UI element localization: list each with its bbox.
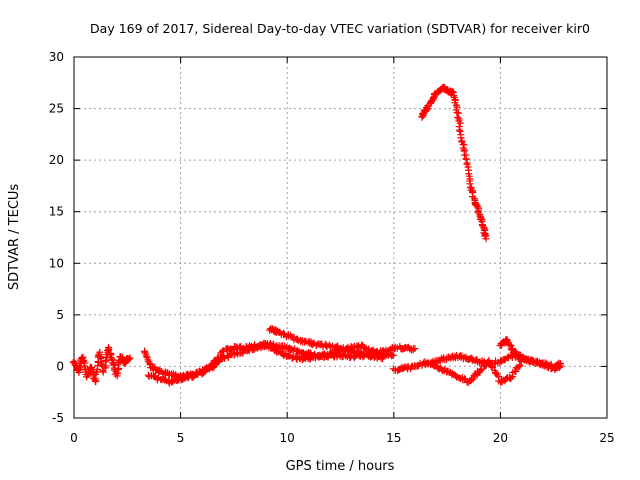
data-point (482, 235, 490, 243)
data-points (69, 83, 565, 387)
x-tick-label: 10 (280, 431, 295, 445)
data-point (457, 134, 465, 142)
data-point (294, 347, 302, 355)
data-point (80, 357, 88, 365)
data-point (485, 356, 493, 364)
axis-ticks: 0 5 10 15 20 25 -5 0 5 10 15 20 25 30 (49, 50, 615, 445)
plot-frame (73, 56, 608, 419)
data-point (142, 352, 150, 360)
data-point (115, 364, 123, 372)
data-point (210, 357, 218, 365)
data-point (279, 329, 287, 337)
data-point (456, 119, 464, 127)
data-point (462, 155, 470, 163)
x-tick-label: 0 (70, 431, 78, 445)
x-tick-label: 20 (493, 431, 508, 445)
data-point (461, 375, 469, 383)
data-point (506, 373, 514, 381)
data-point (479, 223, 487, 231)
y-tick-label: 25 (49, 102, 64, 116)
y-tick-label: 30 (49, 50, 64, 64)
grid (74, 57, 607, 418)
data-point (224, 353, 232, 361)
data-point (102, 356, 110, 364)
x-tick-label: 25 (599, 431, 614, 445)
chart-title: Day 169 of 2017, Sidereal Day-to-day VTE… (90, 21, 590, 36)
data-point (333, 343, 341, 351)
data-point (92, 377, 100, 385)
data-point (80, 362, 88, 370)
data-point (411, 345, 419, 353)
data-point (125, 355, 133, 363)
data-point (361, 344, 369, 352)
y-tick-label: 20 (49, 153, 64, 167)
data-point (104, 346, 112, 354)
data-point (126, 354, 134, 362)
data-point (487, 359, 495, 367)
data-point (507, 374, 515, 382)
data-point (378, 353, 386, 361)
data-point (456, 127, 464, 135)
data-point (146, 360, 154, 368)
data-point (473, 203, 481, 211)
data-point (448, 87, 456, 95)
data-point (557, 362, 565, 370)
data-point (389, 351, 397, 359)
y-tick-label: -5 (52, 411, 64, 425)
data-point (99, 368, 107, 376)
data-point (327, 350, 335, 358)
data-point (477, 366, 485, 374)
y-tick-label: 0 (56, 359, 64, 373)
data-point (493, 371, 501, 379)
data-point (555, 363, 563, 371)
data-point (516, 361, 524, 369)
y-tick-label: 10 (49, 256, 64, 270)
x-axis-label: GPS time / hours (286, 459, 395, 474)
data-point (487, 363, 495, 371)
y-tick-label: 5 (56, 308, 64, 322)
y-tick-label: 15 (49, 205, 64, 219)
x-tick-label: 15 (386, 431, 401, 445)
x-tick-label: 5 (177, 431, 185, 445)
y-axis-label: SDTVAR / TECUs (7, 184, 22, 291)
data-point (453, 113, 461, 121)
